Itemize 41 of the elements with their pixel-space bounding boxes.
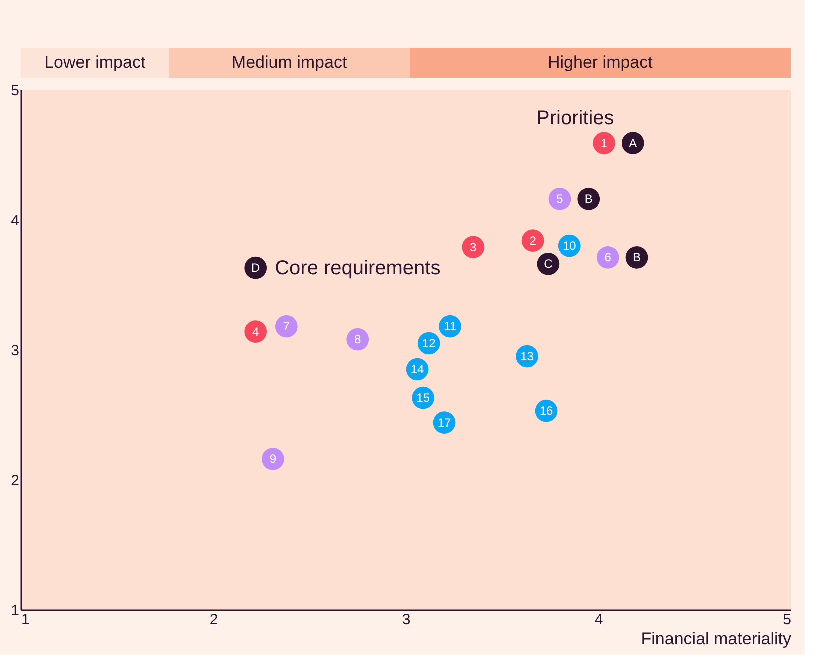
series-label: 13	[520, 350, 534, 364]
series-label: C	[544, 257, 554, 272]
y-tick-label: 5	[11, 82, 20, 100]
series-label: 1	[600, 136, 608, 150]
series-label: B	[632, 250, 642, 265]
annotation: Core requirements	[275, 257, 441, 280]
y-tick-label: 3	[11, 342, 20, 360]
y-tick-label: 2	[11, 472, 20, 490]
point	[593, 132, 616, 154]
series-label: B	[584, 192, 593, 206]
series-label: 9	[270, 452, 277, 466]
series-label: 17	[438, 416, 452, 430]
point	[522, 230, 544, 252]
series-label: 15	[416, 391, 430, 406]
x-tick-label: 5	[783, 612, 792, 628]
series-label: 7	[283, 320, 290, 334]
series-label: D	[252, 261, 261, 276]
point	[275, 315, 298, 338]
x-tick-label: 4	[594, 612, 604, 628]
series-label: 4	[252, 324, 260, 339]
text: Medium impact	[232, 53, 348, 72]
x-tick-label: 1	[22, 612, 30, 628]
series-label: A	[629, 136, 638, 150]
annotation: Priorities	[536, 108, 614, 130]
x-tick-label: 3	[402, 612, 411, 628]
series-label: 16	[540, 404, 554, 418]
y-tick-label: 4	[11, 212, 20, 230]
series-label: 12	[422, 336, 436, 350]
text: Lower impact	[44, 53, 146, 72]
series-label: 11	[444, 320, 457, 334]
point	[262, 448, 284, 470]
series-label: 6	[604, 250, 612, 265]
series-label: 8	[354, 332, 362, 347]
series-label: 14	[410, 362, 425, 376]
text: Higher impact	[548, 53, 654, 72]
series-label: 5	[556, 192, 564, 206]
series-label: 10	[562, 239, 577, 253]
x-tick-label: 2	[210, 612, 218, 628]
series-label: 2	[530, 234, 537, 248]
series-label: 3	[470, 240, 478, 254]
x-axis-title: Financial materiality	[641, 630, 792, 648]
